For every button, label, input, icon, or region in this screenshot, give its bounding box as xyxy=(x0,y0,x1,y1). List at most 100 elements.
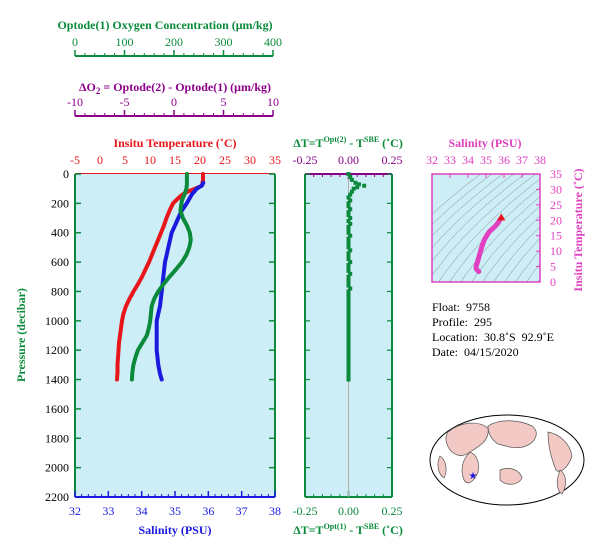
delta-t-point xyxy=(346,239,351,244)
pressure-tick-label: 600 xyxy=(51,255,69,269)
ts-salinity-tick-label: 33 xyxy=(444,153,456,167)
density-isoline xyxy=(460,196,540,282)
salinity-profile xyxy=(154,180,206,382)
temperature-tick-label: 10 xyxy=(144,153,156,167)
delta-t-point xyxy=(346,310,351,315)
oxygen-axis-title: Optode(1) Oxygen Concentration (μm/kg) xyxy=(57,18,272,32)
pressure-tick-label: 1800 xyxy=(45,431,69,445)
temperature-tick-label: 0 xyxy=(97,153,103,167)
delta-t-point xyxy=(346,354,351,359)
delta-t-point xyxy=(346,315,351,320)
temperature-tick-label: 15 xyxy=(169,153,181,167)
delta-o2-axis-group: ΔO2 = Optode(2) - Optode(1) (μm/kg) -10 -… xyxy=(67,80,279,117)
delta-t-panel: -0.25 0.00 0.25 -0.25 0.00 0.25 xyxy=(293,153,403,518)
salinity-axis-group: Salinity (PSU) 32 33 34 35 36 37 38 xyxy=(69,491,281,537)
delta-t-point xyxy=(346,251,351,256)
density-isoline xyxy=(438,178,540,282)
delta-o2-tick-label: 5 xyxy=(221,95,227,109)
pressure-tick-label: 2000 xyxy=(45,461,69,475)
pressure-tick-label: 1200 xyxy=(45,343,69,357)
ts-temperature-tick-label: 15 xyxy=(550,229,562,243)
temperature-tick-label: -5 xyxy=(70,153,80,167)
temperature-axis-title: Insitu Temperature (˚C) xyxy=(113,136,236,150)
delta-o2-tick-label: 10 xyxy=(267,95,279,109)
pressure-tick-label: 2200 xyxy=(45,490,69,504)
delta-t-point xyxy=(346,333,351,338)
ts-salinity-tick-label: 32 xyxy=(426,153,438,167)
ts-salinity-tick-label: 37 xyxy=(516,153,528,167)
pressure-tick-label: 0 xyxy=(63,167,69,181)
salinity-axis-title: Salinity (PSU) xyxy=(138,523,211,537)
delta-t-point xyxy=(346,213,351,218)
delta-t-top-tick-label: -0.25 xyxy=(293,153,318,167)
delta-t-point xyxy=(346,339,351,344)
oxygen-tick-label: 200 xyxy=(165,35,183,49)
salinity-tick-label: 37 xyxy=(236,504,248,518)
delta-t-point xyxy=(355,185,360,190)
delta-t-point xyxy=(346,195,351,200)
delta-t-point xyxy=(346,242,351,247)
salinity-tick-label: 35 xyxy=(169,504,181,518)
salinity-tick-label: 36 xyxy=(202,504,214,518)
salinity-tick-label: 34 xyxy=(136,504,148,518)
delta-t-point xyxy=(346,374,351,379)
delta-t-point xyxy=(346,201,351,206)
date: Date: 04/15/2020 xyxy=(432,345,519,359)
delta-t-point xyxy=(346,365,351,370)
delta-t-point xyxy=(346,277,351,282)
ts-temperature-title: Insitu Temperature (˚C) xyxy=(571,168,585,291)
delta-o2-tick-label: -5 xyxy=(120,95,130,109)
delta-t-point xyxy=(348,207,353,212)
density-isoline xyxy=(482,215,540,282)
pressure-tick-label: 1600 xyxy=(45,402,69,416)
delta-t-point xyxy=(346,289,351,294)
ts-salinity-title: Salinity (PSU) xyxy=(448,136,521,150)
map-landmass xyxy=(547,431,573,472)
density-isoline xyxy=(515,249,540,282)
ts-temperature-tick-label: 20 xyxy=(550,213,562,227)
delta-t-point xyxy=(346,330,351,335)
delta-t-point xyxy=(346,327,351,332)
delta-t-point xyxy=(346,336,351,341)
ts-temperature-tick-label: 30 xyxy=(550,182,562,196)
delta-t-point xyxy=(349,189,354,194)
density-isoline xyxy=(493,226,540,282)
map-landmass xyxy=(437,455,447,479)
oxygen-tick-label: 100 xyxy=(116,35,134,49)
delta-t-point xyxy=(346,295,351,300)
delta-o2-tick-label: -10 xyxy=(67,95,83,109)
delta-t-point xyxy=(346,348,351,353)
float-info: Float: 9758 Profile: 295 Location: 30.8˚… xyxy=(432,300,554,360)
delta-t-point xyxy=(346,342,351,347)
delta-t-point xyxy=(348,271,353,276)
delta-t-point xyxy=(348,233,353,238)
delta-t-point xyxy=(346,254,351,259)
ts-temperature-tick-label: 10 xyxy=(550,244,562,258)
ts-salinity-tick-label: 36 xyxy=(498,153,510,167)
delta-t-point xyxy=(346,236,351,241)
delta-t-bottom-tick-label: 0.00 xyxy=(338,504,359,518)
delta-t-point xyxy=(348,221,353,226)
delta-t-bottom-title: ΔT=TOpt(1) - TSBE (˚C) xyxy=(293,522,403,537)
delta-t-point xyxy=(346,210,351,215)
delta-t-point xyxy=(348,286,353,291)
delta-t-point xyxy=(346,307,351,312)
delta-t-point xyxy=(346,312,351,317)
delta-t-point xyxy=(346,274,351,279)
world-map: ★ xyxy=(429,414,585,506)
delta-t-point xyxy=(346,345,351,350)
temperature-tick-label: 5 xyxy=(122,153,128,167)
delta-t-point xyxy=(346,371,351,376)
delta-t-point xyxy=(349,177,354,182)
oxygen-axis-group: Optode(1) Oxygen Concentration (μm/kg) 0… xyxy=(57,18,282,57)
delta-t-point xyxy=(346,263,351,268)
delta-t-point xyxy=(346,351,351,356)
main-profile-panel: 0 200 400 600 800 1000 1200 1400 1600 1800 2000 220… xyxy=(45,167,276,504)
ts-surface-marker xyxy=(497,213,506,221)
pressure-tick-label: 200 xyxy=(51,196,69,210)
delta-t-point xyxy=(346,321,351,326)
delta-t-top-tick-label: 0.25 xyxy=(382,153,403,167)
density-isoline xyxy=(432,174,504,237)
density-isoline xyxy=(504,237,540,282)
oxygen-tick-label: 400 xyxy=(264,35,282,49)
